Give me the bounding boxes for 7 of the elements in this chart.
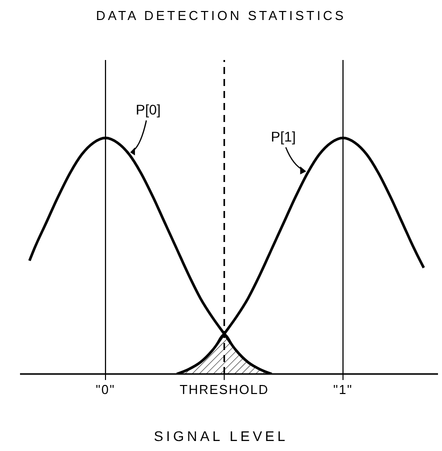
series-label: P[1] [270,128,296,144]
x-tick-label: THRESHOLD [180,382,269,397]
chart-title: DATA DETECTION STATISTICS [94,8,348,23]
x-axis-title: SIGNAL LEVEL [152,428,290,444]
text: P[0] [136,101,161,118]
x-tick-label: "1" [333,382,353,397]
x-tick-label: "0" [96,382,116,397]
